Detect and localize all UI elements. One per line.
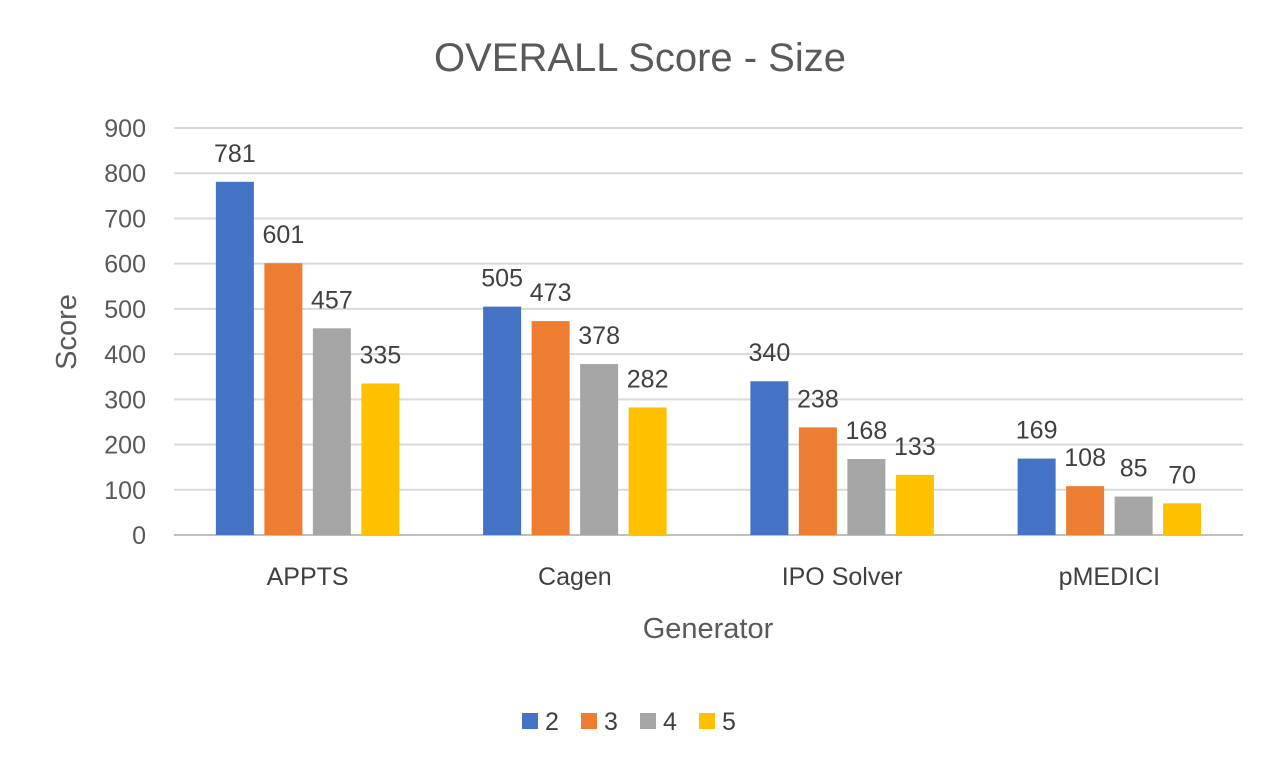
bar-cagen-series-4 [580, 364, 619, 535]
y-tick-label: 500 [104, 296, 146, 324]
data-label: 505 [481, 265, 523, 293]
bar-pmedici-series-4 [1114, 496, 1153, 535]
bar-cagen-series-5 [628, 407, 667, 535]
data-label: 85 [1120, 455, 1148, 483]
data-label: 70 [1168, 461, 1196, 489]
data-label: 378 [578, 322, 620, 350]
x-axis-title: Generator [643, 613, 774, 645]
legend-swatch-3 [581, 713, 597, 729]
y-tick-label: 400 [104, 341, 146, 369]
data-label: 133 [894, 433, 936, 461]
bar-pmedici-series-5 [1163, 503, 1202, 535]
y-tick-label: 100 [104, 477, 146, 505]
x-axis-categories: APPTS Cagen IPO Solver pMEDICI [267, 563, 1160, 591]
gridlines [174, 127, 1243, 536]
data-label: 168 [846, 417, 888, 445]
bar-ipo-solver-series-4 [847, 459, 886, 535]
data-label: 340 [749, 339, 791, 367]
y-axis-ticks: 0 100 200 300 400 500 600 700 800 900 [104, 115, 146, 550]
chart-title: OVERALL Score - Size [434, 36, 846, 80]
bar-cagen-series-3 [531, 321, 570, 535]
legend-label: 2 [545, 708, 559, 736]
bar-cagen-series-2 [483, 306, 522, 535]
data-label: 473 [530, 279, 572, 307]
data-label: 335 [360, 342, 402, 370]
x-category-label: APPTS [267, 563, 349, 591]
x-category-label: Cagen [538, 563, 612, 591]
y-tick-label: 300 [104, 386, 146, 414]
bar-ipo-solver-series-5 [895, 474, 934, 535]
bar-ipo-solver-series-3 [798, 427, 837, 535]
y-tick-label: 200 [104, 432, 146, 460]
bar-appts-series-2 [215, 181, 254, 535]
legend-swatch-5 [699, 713, 715, 729]
data-label: 238 [797, 385, 839, 413]
data-label: 781 [214, 140, 256, 168]
x-category-label: pMEDICI [1059, 563, 1160, 591]
bar-ipo-solver-series-2 [750, 381, 789, 535]
y-axis-title: Score [51, 294, 83, 370]
data-label: 457 [311, 286, 353, 314]
y-tick-label: 900 [104, 115, 146, 143]
bar-appts-series-5 [361, 383, 400, 535]
data-label: 169 [1016, 417, 1058, 445]
data-label: 108 [1064, 444, 1106, 472]
legend-label: 4 [663, 708, 677, 736]
legend: 2 3 4 5 [522, 708, 736, 736]
bar-appts-series-4 [312, 328, 351, 535]
y-tick-label: 700 [104, 205, 146, 233]
bar-pmedici-series-2 [1017, 458, 1056, 535]
data-label: 282 [627, 365, 669, 393]
x-category-label: IPO Solver [782, 563, 903, 591]
y-tick-label: 0 [132, 522, 146, 550]
bar-appts-series-3 [264, 263, 303, 535]
bars [215, 181, 1202, 535]
data-label: 601 [263, 221, 305, 249]
legend-swatch-2 [522, 713, 538, 729]
legend-swatch-4 [640, 713, 656, 729]
legend-label: 5 [722, 708, 736, 736]
legend-label: 3 [604, 708, 618, 736]
bar-pmedici-series-3 [1066, 486, 1105, 535]
y-tick-label: 800 [104, 160, 146, 188]
y-tick-label: 600 [104, 251, 146, 279]
